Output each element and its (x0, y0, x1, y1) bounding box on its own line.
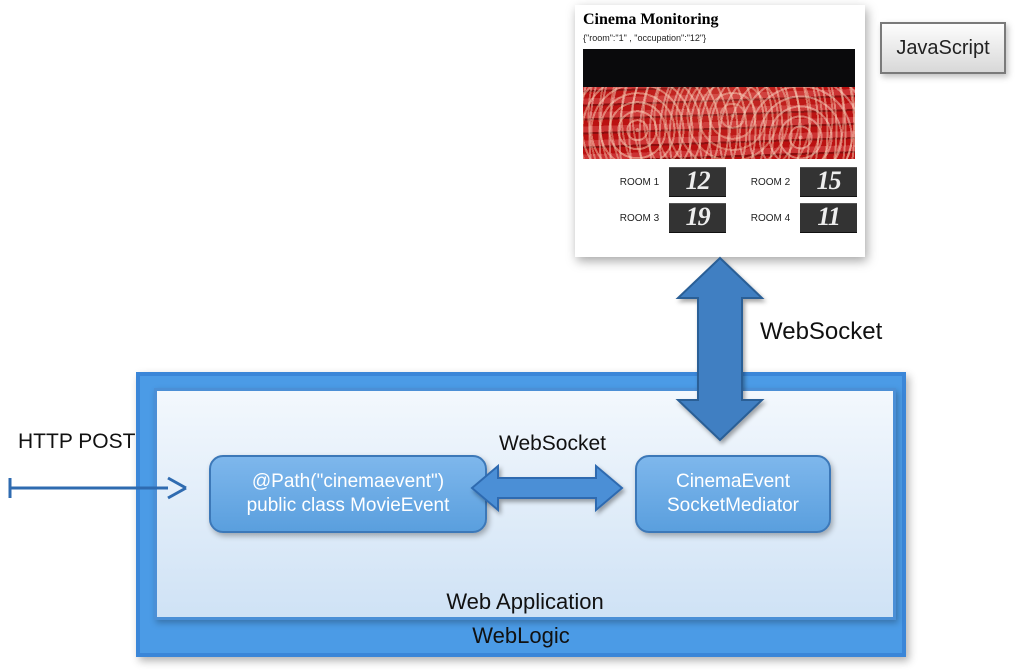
room-counters: ROOM 1 12 ROOM 2 15 ROOM 3 19 ROOM 4 11 (583, 167, 857, 233)
room-counter: 11 (800, 203, 857, 233)
cinema-json-sample: {"room":"1" , "occupation":"12"} (583, 33, 857, 43)
cinema-monitoring-panel: Cinema Monitoring {"room":"1" , "occupat… (575, 5, 865, 257)
movieevent-class-box: @Path("cinemaevent") public class MovieE… (209, 455, 487, 533)
room-counter: 15 (800, 167, 857, 197)
websocket-big-label: WebSocket (760, 318, 882, 346)
socket-mediator-box: CinemaEvent SocketMediator (635, 455, 831, 533)
theater-image (583, 49, 855, 159)
javascript-label: JavaScript (896, 37, 989, 60)
websocket-small-label: WebSocket (499, 432, 606, 456)
room-counter: 19 (669, 203, 726, 233)
path-annotation-line2: public class MovieEvent (247, 494, 450, 518)
javascript-box: JavaScript (880, 22, 1006, 74)
room-counter: 12 (669, 167, 726, 197)
room-label: ROOM 1 (601, 177, 663, 188)
mediator-line2: SocketMediator (667, 494, 799, 518)
webapp-container: @Path("cinemaevent") public class MovieE… (154, 388, 896, 620)
weblogic-container: @Path("cinemaevent") public class MovieE… (136, 372, 906, 657)
room-label: ROOM 3 (601, 213, 663, 224)
weblogic-label: WebLogic (140, 623, 902, 649)
room-label: ROOM 4 (732, 213, 794, 224)
path-annotation-line1: @Path("cinemaevent") (252, 470, 444, 494)
cinema-title: Cinema Monitoring (583, 11, 857, 29)
mediator-line1: CinemaEvent (676, 470, 790, 494)
webapp-label: Web Application (157, 589, 893, 615)
room-label: ROOM 2 (732, 177, 794, 188)
http-post-label: HTTP POST (18, 430, 135, 454)
